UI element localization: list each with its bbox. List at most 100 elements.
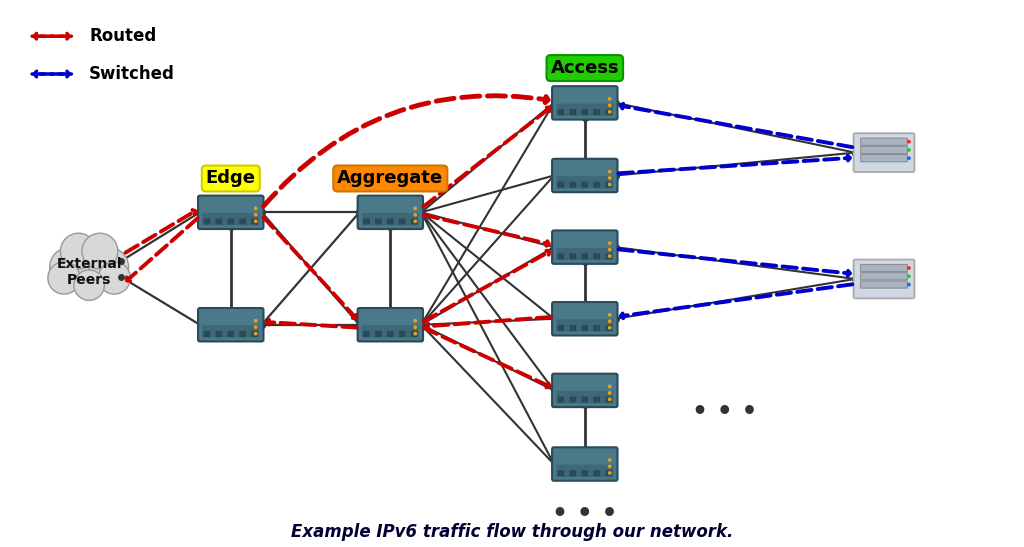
FancyBboxPatch shape — [387, 331, 393, 337]
FancyBboxPatch shape — [556, 176, 613, 188]
FancyBboxPatch shape — [860, 146, 907, 154]
FancyBboxPatch shape — [582, 325, 588, 331]
FancyBboxPatch shape — [593, 182, 600, 188]
FancyBboxPatch shape — [556, 248, 613, 260]
FancyBboxPatch shape — [556, 391, 613, 403]
FancyBboxPatch shape — [558, 182, 564, 188]
FancyBboxPatch shape — [860, 155, 907, 162]
Text: Routed: Routed — [89, 27, 157, 45]
Text: Switched: Switched — [89, 65, 175, 83]
FancyBboxPatch shape — [399, 331, 406, 337]
FancyBboxPatch shape — [387, 218, 393, 225]
Circle shape — [49, 248, 89, 287]
Circle shape — [907, 267, 910, 269]
FancyBboxPatch shape — [605, 109, 612, 115]
FancyBboxPatch shape — [399, 218, 406, 225]
Circle shape — [255, 319, 257, 322]
Circle shape — [98, 262, 130, 294]
FancyBboxPatch shape — [552, 447, 617, 481]
Circle shape — [255, 207, 257, 210]
Circle shape — [255, 214, 257, 216]
Circle shape — [907, 275, 910, 277]
FancyBboxPatch shape — [556, 103, 613, 116]
FancyBboxPatch shape — [552, 302, 617, 335]
Circle shape — [608, 459, 611, 461]
Circle shape — [48, 262, 80, 294]
Circle shape — [82, 233, 118, 269]
Circle shape — [608, 242, 611, 245]
Circle shape — [907, 283, 910, 286]
FancyBboxPatch shape — [361, 325, 419, 337]
Circle shape — [60, 233, 96, 269]
Circle shape — [608, 104, 611, 107]
FancyBboxPatch shape — [204, 218, 210, 225]
Circle shape — [255, 326, 257, 328]
Circle shape — [608, 398, 611, 400]
Circle shape — [608, 98, 611, 100]
FancyBboxPatch shape — [593, 325, 600, 331]
FancyBboxPatch shape — [198, 196, 263, 229]
Circle shape — [414, 333, 417, 335]
FancyBboxPatch shape — [203, 213, 259, 225]
FancyBboxPatch shape — [558, 253, 564, 259]
FancyBboxPatch shape — [593, 253, 600, 259]
Circle shape — [608, 177, 611, 179]
FancyBboxPatch shape — [215, 218, 222, 225]
Circle shape — [608, 255, 611, 257]
FancyBboxPatch shape — [361, 213, 419, 225]
FancyBboxPatch shape — [558, 109, 564, 115]
Circle shape — [414, 220, 417, 223]
Circle shape — [74, 270, 104, 300]
FancyBboxPatch shape — [593, 109, 600, 115]
FancyBboxPatch shape — [240, 218, 246, 225]
FancyBboxPatch shape — [605, 325, 612, 331]
FancyBboxPatch shape — [860, 272, 907, 280]
Circle shape — [907, 149, 910, 151]
FancyBboxPatch shape — [854, 133, 914, 172]
Circle shape — [608, 170, 611, 173]
FancyBboxPatch shape — [569, 253, 577, 259]
FancyBboxPatch shape — [556, 464, 613, 477]
FancyBboxPatch shape — [204, 331, 210, 337]
FancyBboxPatch shape — [240, 331, 246, 337]
FancyBboxPatch shape — [364, 331, 370, 337]
Circle shape — [608, 248, 611, 251]
FancyBboxPatch shape — [203, 325, 259, 337]
Circle shape — [907, 141, 910, 143]
Circle shape — [608, 327, 611, 329]
Text: External
Peers: External Peers — [56, 257, 122, 287]
FancyBboxPatch shape — [215, 331, 222, 337]
FancyBboxPatch shape — [605, 470, 612, 476]
FancyBboxPatch shape — [552, 86, 617, 120]
FancyBboxPatch shape — [411, 218, 418, 225]
Circle shape — [414, 326, 417, 328]
Circle shape — [608, 392, 611, 394]
Circle shape — [608, 465, 611, 468]
FancyBboxPatch shape — [375, 331, 382, 337]
FancyBboxPatch shape — [582, 109, 588, 115]
Circle shape — [608, 385, 611, 388]
FancyBboxPatch shape — [198, 308, 263, 341]
FancyBboxPatch shape — [860, 264, 907, 272]
FancyBboxPatch shape — [556, 319, 613, 331]
Circle shape — [608, 183, 611, 185]
Text: Edge: Edge — [206, 170, 256, 188]
FancyBboxPatch shape — [364, 218, 370, 225]
FancyBboxPatch shape — [605, 253, 612, 259]
Text: Aggregate: Aggregate — [337, 170, 443, 188]
Circle shape — [255, 333, 257, 335]
Circle shape — [414, 214, 417, 216]
FancyBboxPatch shape — [582, 470, 588, 476]
Circle shape — [907, 157, 910, 159]
Text: • • •: • • • — [691, 400, 757, 424]
Circle shape — [414, 319, 417, 322]
FancyBboxPatch shape — [569, 182, 577, 188]
FancyBboxPatch shape — [569, 470, 577, 476]
FancyBboxPatch shape — [860, 138, 907, 146]
FancyBboxPatch shape — [227, 331, 234, 337]
Circle shape — [414, 207, 417, 210]
Circle shape — [255, 220, 257, 223]
Circle shape — [62, 238, 116, 292]
FancyBboxPatch shape — [411, 331, 418, 337]
FancyBboxPatch shape — [854, 260, 914, 298]
